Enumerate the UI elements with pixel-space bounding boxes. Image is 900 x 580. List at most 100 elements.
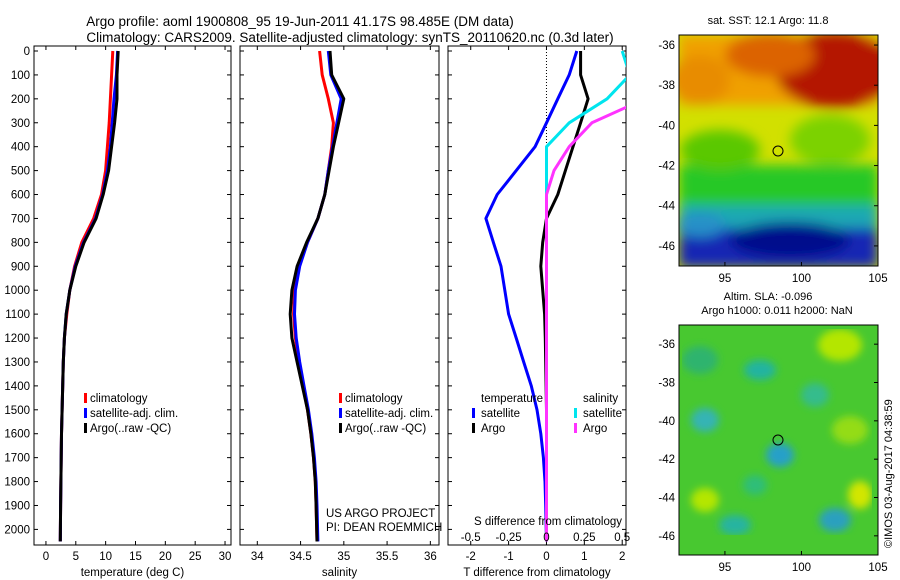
differences-xtick-label: -2 [466,551,476,563]
map-ytick-label: -44 [658,493,675,505]
temperature-xlabel: temperature (deg C) [81,567,185,579]
depth-tick-label: 1500 [4,405,30,417]
depth-tick-label: 200 [11,94,30,106]
salinity-line-argo-raw-qc [288,50,346,542]
salinity-legend-swatch-climatology [339,393,342,403]
depth-tick-label: 1800 [4,477,30,489]
differences-xlabel: T difference from climatology [463,567,610,579]
sla-map-subtitle: Argo h1000: 0.011 h2000: NaN [701,305,853,317]
figure-title-line1: Argo profile: aoml 1900808_95 19-Jun-201… [86,14,514,29]
depth-tick-label: 700 [11,213,30,225]
sla-map [679,325,878,555]
s-difference-tick-label: -0.5 [461,532,481,544]
temperature-legend-argo: Argo(..raw -QC) [90,423,171,435]
differences-legend-s-satellite: satellite [583,408,622,420]
depth-tick-label: 600 [11,190,30,202]
differences-series-group [484,46,626,545]
depth-tick-label: 800 [11,237,30,249]
salinity-legend-satellite: satellite-adj. clim. [345,408,433,420]
map-ytick-label: -38 [658,80,675,92]
map-ytick-label: -42 [658,161,675,173]
depth-tick-label: 500 [11,166,30,178]
differences-frame [447,45,627,546]
s-difference-tick-label: 0.5 [614,532,630,544]
depth-tick-label: 0 [24,46,30,58]
temperature-legend-satellite: satellite-adj. clim. [90,408,178,420]
differences-legend: temperature satellite Argo salinity sate… [472,393,622,435]
depth-tick-label: 1600 [4,429,30,441]
differences-legend-t-argo: Argo [481,423,505,435]
sst-map-argo-marker [772,145,784,157]
differences-xtick-label: 1 [581,551,587,563]
depth-tick-label: 1300 [4,357,30,369]
differences-legend-swatch-t-argo [472,423,475,433]
map-ytick-label: -38 [658,378,675,390]
differences-legend-t-satellite: satellite [481,408,520,420]
map-xtick-label: 95 [719,273,732,285]
map-xtick-label: 105 [868,562,887,574]
temperature-legend: climatology satellite-adj. clim. Argo(..… [84,393,178,435]
differences-xtick-label: 0 [543,551,549,563]
differences-line-salinity-argo [545,105,626,542]
temperature-legend-swatch-satellite [84,408,87,418]
temperature-line-argo-raw-qc [58,50,120,542]
profile-panels: 0100200300400500600700800900100011001200… [4,45,630,579]
sst-map-axis: 95 100 105 -36 -38 -40 -42 -44 -46 [658,40,887,285]
map-ytick-label: -46 [658,241,675,253]
differences-xtick-label: -1 [503,551,513,563]
salinity-series-group [288,50,346,542]
temperature-xtick-label: 30 [219,551,232,563]
salinity-annotation-pi: PI: DEAN ROEMMICH [326,522,442,534]
salinity-xtick-label: 34 [251,551,264,563]
map-ytick-label: -46 [658,531,675,543]
salinity-xtick-label: 36 [424,551,437,563]
depth-tick-label: 1100 [5,309,30,321]
depth-tick-label: 900 [11,261,30,273]
differences-xtick-label: 2 [619,551,625,563]
salinity-annotation-project: US ARGO PROJECT [326,508,435,520]
temperature-legend-swatch-climatology [84,393,87,403]
temperature-xtick-label: 20 [159,551,172,563]
map-xtick-label: 100 [792,562,811,574]
figure-title-line2: Climatology: CARS2009. Satellite-adjuste… [86,30,613,45]
temperature-xtick-label: 5 [73,551,79,563]
differences-line-temperature-satellite [484,50,579,542]
temperature-legend-climatology: climatology [90,393,148,405]
map-ytick-label: -40 [658,120,675,132]
differences-legend-swatch-t-satellite [472,408,475,418]
depth-tick-label: 1400 [4,381,30,393]
map-xtick-label: 95 [719,562,732,574]
temperature-series-group [58,50,120,542]
salinity-xtick-label: 35 [337,551,350,563]
differences-s-axis-label: S difference from climatology [474,516,622,528]
salinity-xtick-label: 35.5 [376,551,398,563]
depth-tick-label: 100 [11,70,30,82]
salinity-legend-argo: Argo(..raw -QC) [345,423,426,435]
depth-tick-label: 2000 [4,524,30,536]
sla-map-axis: 95 100 105 -36 -38 -40 -42 -44 -46 [658,339,887,574]
sla-map-title: Altim. SLA: -0.096 [724,291,813,303]
salinity-legend-climatology: climatology [345,393,403,405]
depth-tick-label: 400 [11,142,30,154]
sst-map-title: sat. SST: 12.1 Argo: 11.8 [708,15,829,27]
depth-tick-label: 1000 [4,285,30,297]
differences-legend-swatch-s-argo [574,423,577,433]
temperature-legend-swatch-argo [84,423,87,433]
salinity-xtick-label: 34.5 [289,551,311,563]
differences-line-salinity-satellite [545,50,626,542]
s-difference-tick-label: 0.25 [573,532,595,544]
salinity-frame [239,45,440,546]
sla-map-argo-marker [772,434,784,446]
map-ytick-label: -36 [658,339,675,351]
salinity-legend-swatch-satellite [339,408,342,418]
differences-legend-salinity-heading: salinity [583,393,618,405]
salinity-xlabel: salinity [322,567,357,579]
temperature-xtick-label: 0 [43,551,49,563]
map-ytick-label: -42 [658,454,675,466]
map-ytick-label: -44 [658,201,675,213]
salinity-legend-swatch-argo [339,423,342,433]
s-difference-tick-label: 0 [543,532,549,544]
temperature-frame [33,45,232,546]
depth-tick-label: 1200 [4,333,30,345]
